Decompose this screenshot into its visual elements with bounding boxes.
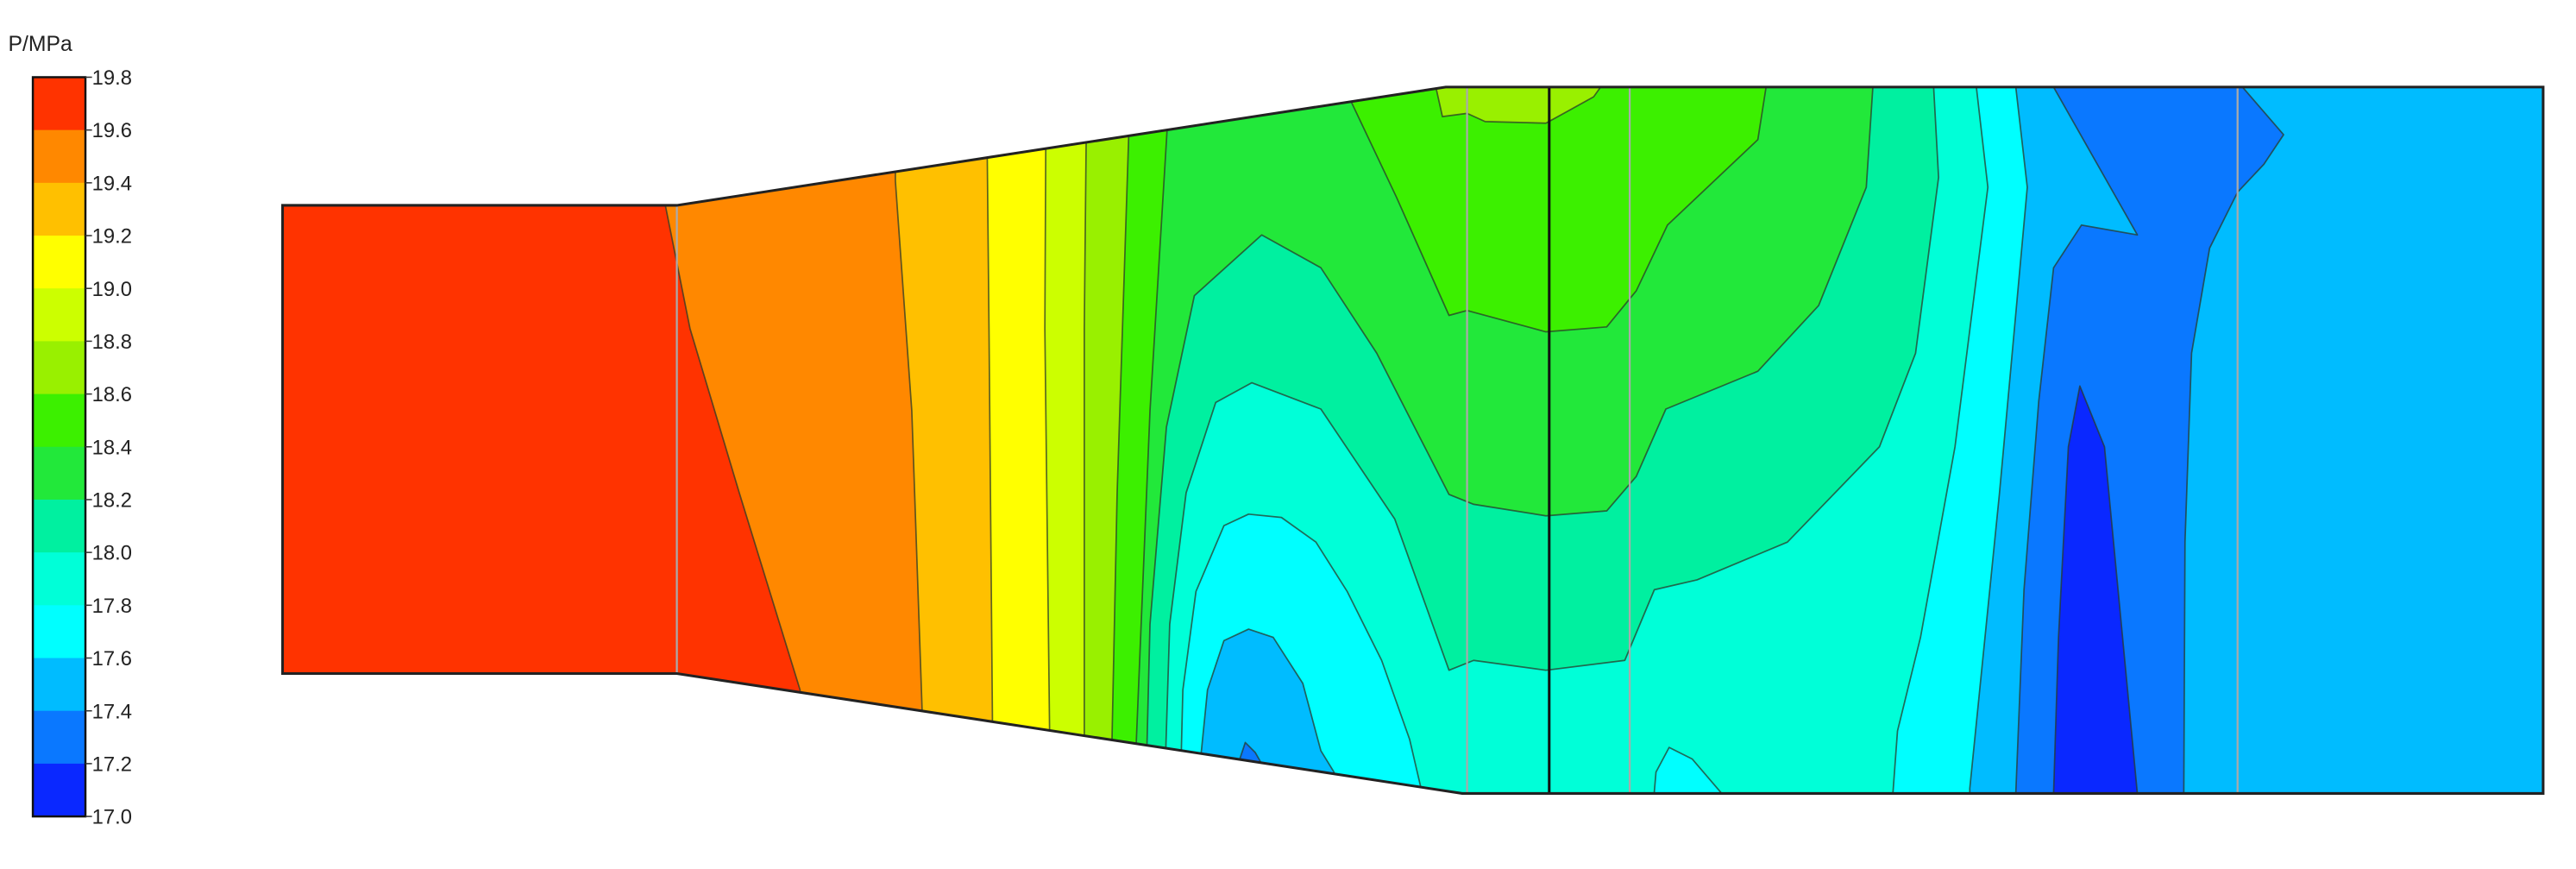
colorbar-band — [33, 182, 86, 236]
mesh-lines — [675, 86, 2239, 794]
colorbar-tick-label: 19.6 — [92, 119, 132, 142]
colorbar-band — [33, 605, 86, 659]
colorbar-tick-label: 17.4 — [92, 700, 132, 723]
colorbar-band — [33, 710, 86, 765]
colorbar-tick-label: 18.0 — [92, 542, 132, 565]
colorbar-band — [33, 499, 86, 553]
colorbar-band — [33, 763, 86, 817]
colorbar-tick-label: 18.2 — [92, 489, 132, 513]
colorbar-tick-label: 17.2 — [92, 753, 132, 776]
colorbar-tick-label: 18.6 — [92, 383, 132, 406]
colorbar-band — [33, 394, 86, 448]
colorbar-tick-label: 19.4 — [92, 172, 132, 195]
colorbar-tick-label: 17.0 — [92, 806, 132, 829]
contour-band — [282, 86, 806, 794]
colorbar-title: P/MPa — [9, 33, 73, 56]
colorbar-band — [33, 552, 86, 606]
colorbar-band — [33, 446, 86, 501]
domain-outline — [281, 85, 2545, 795]
colorbar-tick-label: 18.8 — [92, 331, 132, 354]
colorbar-band — [33, 236, 86, 289]
colorbar-band — [33, 288, 86, 342]
colorbar-band — [33, 658, 86, 712]
colorbar-band — [33, 129, 86, 184]
colorbar-legend: P/MPa 19.8 19.6 19.4 19.2 19.0 18.8 18.6 18.4 18… — [9, 33, 132, 829]
colorbar-tick-label: 19.8 — [92, 66, 132, 90]
contour-band — [2052, 385, 2139, 794]
colorbar-tick-label: 19.0 — [92, 278, 132, 301]
colorbar-tick-label: 18.4 — [92, 436, 132, 459]
contour-band — [1431, 86, 1612, 124]
colorbar-tick-label: 17.6 — [92, 647, 132, 671]
colorbar-tick-label: 17.8 — [92, 595, 132, 618]
colorbar-band — [33, 77, 86, 131]
colorbar-tick-label: 19.2 — [92, 225, 132, 249]
colorbar-band — [33, 341, 86, 395]
contour-band — [1335, 86, 1768, 333]
